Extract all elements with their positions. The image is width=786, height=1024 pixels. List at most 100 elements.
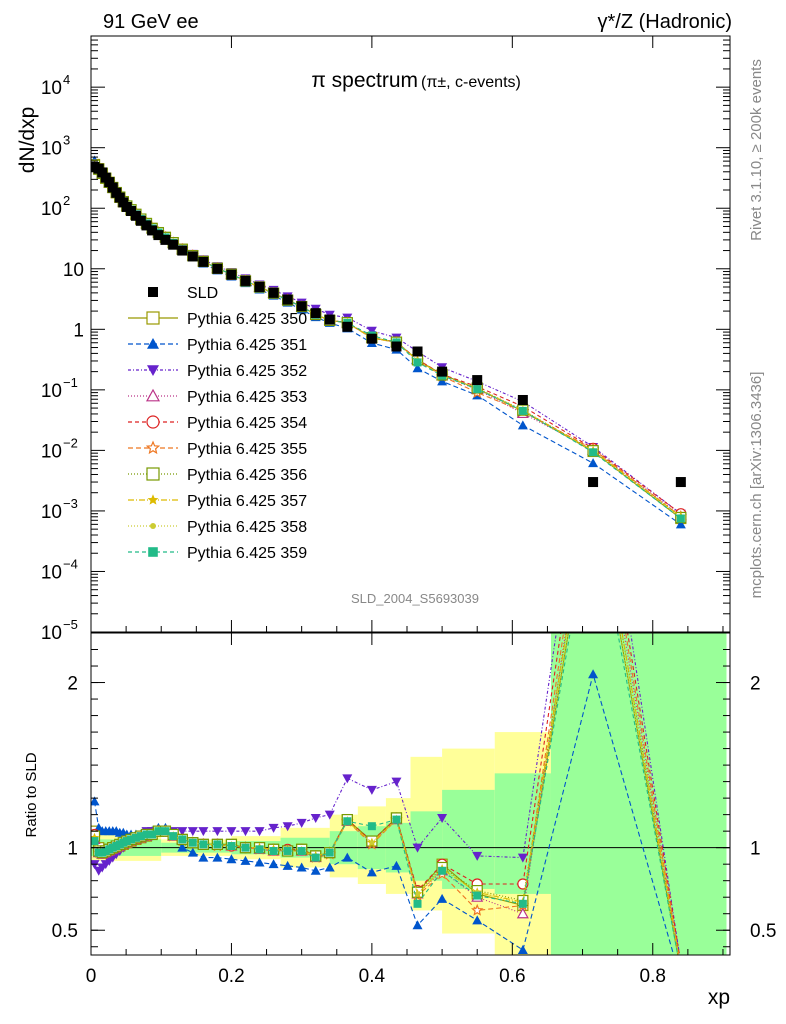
x-tick-label-0: 0 <box>86 966 97 987</box>
series-1-ratio-point-37 <box>588 669 599 679</box>
legend-label-4: Pythia 6.425 354 <box>187 415 307 432</box>
series-9-ratio-point-34 <box>438 866 447 875</box>
series-2-ratio-point-30 <box>342 774 353 784</box>
series-2-ratio-point-27 <box>296 818 307 828</box>
side-text-bottom: mcplots.cern.ch [arXiv:1306.3436] <box>748 372 765 599</box>
legend: SLD Pythia 6.425 350 Pythia 6.425 351 Pythi… <box>128 285 307 562</box>
data-point-14 <box>147 225 158 236</box>
legend-marker-2 <box>147 365 159 376</box>
data-point-33 <box>412 346 423 357</box>
data-point-30 <box>342 321 353 332</box>
data-point-12 <box>135 215 146 226</box>
series-5-ratio-point-37 <box>588 430 598 439</box>
data-point-37 <box>588 477 599 488</box>
series-2-ratio-point-22 <box>226 827 237 837</box>
series-9-ratio-point-17 <box>169 832 178 841</box>
y-tick-label-base-2: 10 <box>41 199 62 220</box>
y-tick-label-exp-7: −3 <box>63 496 78 511</box>
data-point-29 <box>324 314 335 325</box>
legend-label-5: Pythia 6.425 355 <box>187 441 307 458</box>
y-tick-label-exp-2: 2 <box>63 193 70 208</box>
legend-marker-0 <box>146 311 160 325</box>
series-9-ratio-point-32 <box>392 815 401 824</box>
series-1-ratio-point-18 <box>177 842 188 852</box>
legend-marker-6 <box>146 467 160 481</box>
side-text-top: Rivet 3.1.10, ≥ 200k events <box>748 59 765 241</box>
y-tick-label-exp-6: −2 <box>63 435 78 450</box>
series-9-ratio-point-20 <box>199 840 208 849</box>
series-line-main-1 <box>94 160 682 525</box>
legend-label-3: Pythia 6.425 353 <box>187 389 307 406</box>
data-point-4 <box>104 177 115 188</box>
series-9-ratio-point-10 <box>127 835 136 844</box>
series-1-ratio-point-22 <box>226 854 237 864</box>
y-axis-label-ratio: Ratio to SLD <box>23 752 40 837</box>
series-2-ratio-point-23 <box>240 827 251 837</box>
series-1-ratio-point-20 <box>198 852 209 862</box>
series-9-ratio-point-11 <box>131 833 140 842</box>
series-1-point-33 <box>412 363 423 373</box>
ratio-band-19 <box>494 773 551 894</box>
data-point-19 <box>187 251 198 262</box>
ratio-uncertainty-bands <box>91 633 730 955</box>
series-1-ratio-point-35 <box>472 915 483 925</box>
series-9-ratio-point-15 <box>154 827 163 836</box>
series-1-ratio-point-23 <box>240 855 251 865</box>
series-9-ratio-point-28 <box>311 853 320 862</box>
legend-marker-4 <box>146 415 160 429</box>
series-9-ratio-point-14 <box>148 830 157 839</box>
data-point-16 <box>160 234 171 245</box>
data-point-23 <box>240 275 251 286</box>
series-9-ratio-point-9 <box>122 837 131 846</box>
legend-marker-7 <box>147 494 159 505</box>
ratio-band-20 <box>550 633 727 955</box>
y-tick-ratio-label-0: 0.5 <box>52 921 78 942</box>
y-tick-label-base-9: 10 <box>41 623 62 644</box>
y-tick-ratio-label-right-1: 1 <box>750 839 761 860</box>
series-2-ratio-point-35 <box>472 851 483 861</box>
y-tick-label-base-4: 1 <box>73 320 84 341</box>
data-point-27 <box>296 301 307 312</box>
series-1-ratio-point-29 <box>324 862 335 872</box>
x-tick-label-1: 0.2 <box>218 966 244 987</box>
series-2-ratio-point-18 <box>177 827 188 837</box>
series-2-ratio-point-29 <box>324 810 335 820</box>
series-8-ratio-point-38 <box>678 967 683 972</box>
series-9-ratio-point-23 <box>241 843 250 852</box>
series-1-ratio-point-33 <box>412 920 423 930</box>
series-0-ratio-point-38 <box>676 967 686 977</box>
data-point-32 <box>391 341 402 352</box>
y-tick-label-exp-9: −5 <box>63 617 78 632</box>
series-9-ratio-point-12 <box>136 832 145 841</box>
data-point-26 <box>282 294 293 305</box>
y-tick-label-base-5: 10 <box>41 381 62 402</box>
series-9-ratio-point-25 <box>269 846 278 855</box>
series-1-ratio-point-26 <box>282 860 293 870</box>
series-9-ratio-point-22 <box>227 842 236 851</box>
series-1-ratio-point-28 <box>310 865 321 875</box>
series-1-ratio-point-30 <box>342 852 353 862</box>
y-tick-label-base-7: 10 <box>41 502 62 523</box>
series-1-ratio-point-32 <box>391 860 402 870</box>
series-1-ratio-point-21 <box>212 852 223 862</box>
series-2-ratio-point-21 <box>212 827 223 837</box>
series-9-ratio-point-35 <box>473 891 482 900</box>
data-point-17 <box>168 239 179 250</box>
series-8-ratio-point-31 <box>369 840 375 846</box>
legend-marker-8 <box>150 523 156 529</box>
x-axis-label: xp <box>708 986 730 1009</box>
series-2-ratio-point-19 <box>187 827 198 837</box>
header-left: 91 GeV ee <box>103 11 199 33</box>
series-2-ratio-point-37 <box>588 381 598 390</box>
data-point-38 <box>675 477 686 488</box>
series-2-ratio-point-36 <box>517 853 528 863</box>
series-9-ratio-point-37 <box>589 497 597 505</box>
series-2-point-31 <box>366 326 377 336</box>
series-9-ratio-point-29 <box>325 848 334 857</box>
series-9-ratio-point-16 <box>161 827 170 836</box>
ratio-frame <box>90 632 731 956</box>
series-9-ratio-point-21 <box>213 840 222 849</box>
data-point-18 <box>177 245 188 256</box>
